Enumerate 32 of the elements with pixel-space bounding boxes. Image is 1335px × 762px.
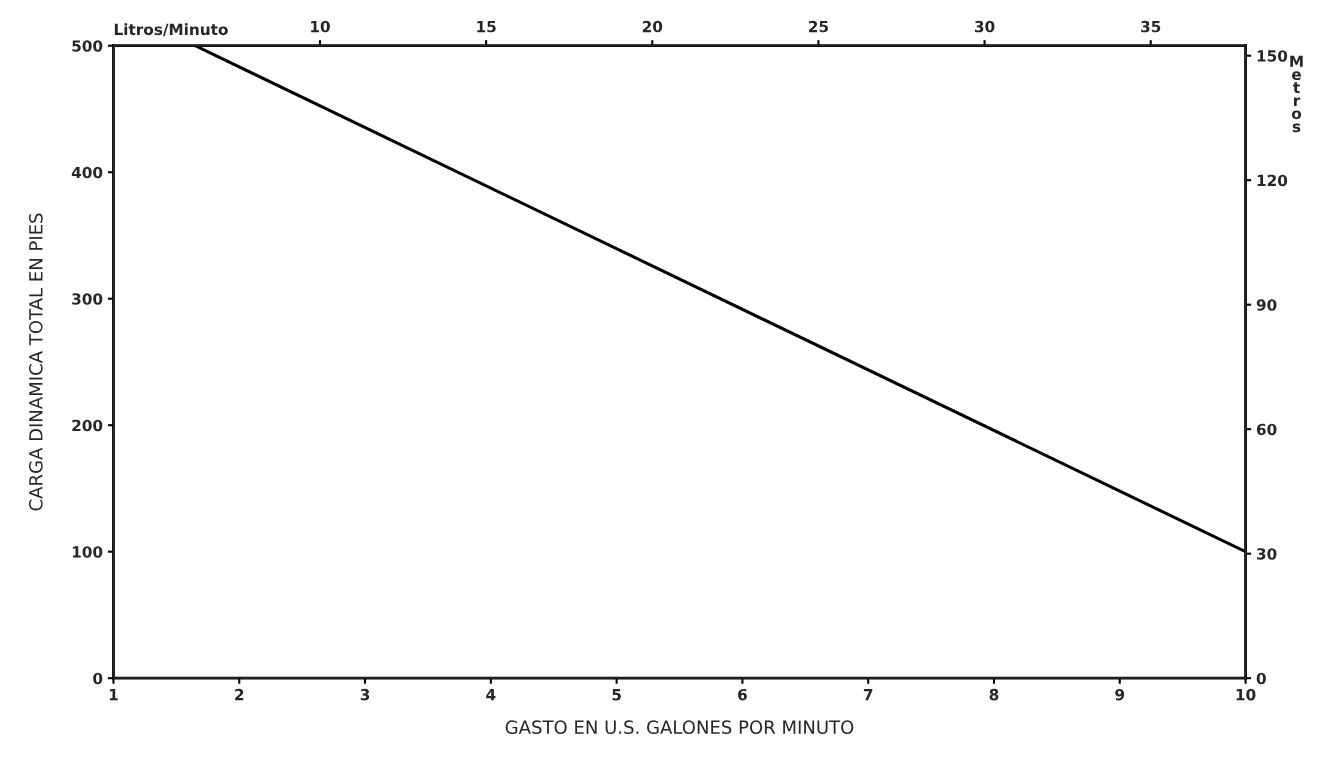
x-tick-label: 1 [109, 689, 118, 701]
x-tick-label: 6 [738, 688, 747, 701]
x-tick-label: 8 [989, 688, 999, 701]
y2-tick-label: 30 [1256, 548, 1277, 560]
y-tick-label: 300 [72, 293, 103, 305]
y-tick-label: 400 [71, 166, 103, 179]
x2-tick-label: 10 [311, 20, 330, 33]
x-tick-label: 2 [235, 688, 244, 701]
y-axis-title: CARGA DINAMICA TOTAL EN PIES [29, 213, 43, 511]
x2-axis-title: Litros/Minuto [114, 23, 228, 37]
x2-tick-label: 30 [974, 20, 995, 33]
y-tick-label: 500 [72, 40, 103, 52]
y-tick-label: 0 [93, 672, 103, 685]
y2-axis-title: Metros [1290, 55, 1303, 133]
x2-tick-label: 20 [642, 20, 663, 33]
y-tick-label: 100 [72, 546, 103, 558]
x2-tick-label: 35 [1141, 20, 1161, 33]
x2-tick-label: 25 [809, 20, 828, 33]
x-axis-title: GASTO EN U.S. GALONES POR MINUTO [505, 720, 854, 735]
y-tick-label: 200 [72, 419, 103, 432]
x-tick-label: 3 [360, 688, 370, 701]
x-tick-label: 7 [863, 689, 873, 701]
y2-tick-label: 60 [1256, 423, 1277, 436]
x2-tick-label: 15 [477, 20, 496, 33]
y2-tick-label: 0 [1256, 672, 1266, 685]
x-tick-label: 10 [1236, 688, 1256, 701]
x-tick-label: 5 [612, 689, 621, 701]
y2-tick-label: 90 [1256, 299, 1277, 311]
y2-tick-label: 120 [1257, 174, 1288, 187]
x-tick-label: 9 [1115, 688, 1125, 701]
y2-tick-label: 150 [1257, 50, 1288, 62]
x-tick-label: 4 [486, 689, 496, 701]
